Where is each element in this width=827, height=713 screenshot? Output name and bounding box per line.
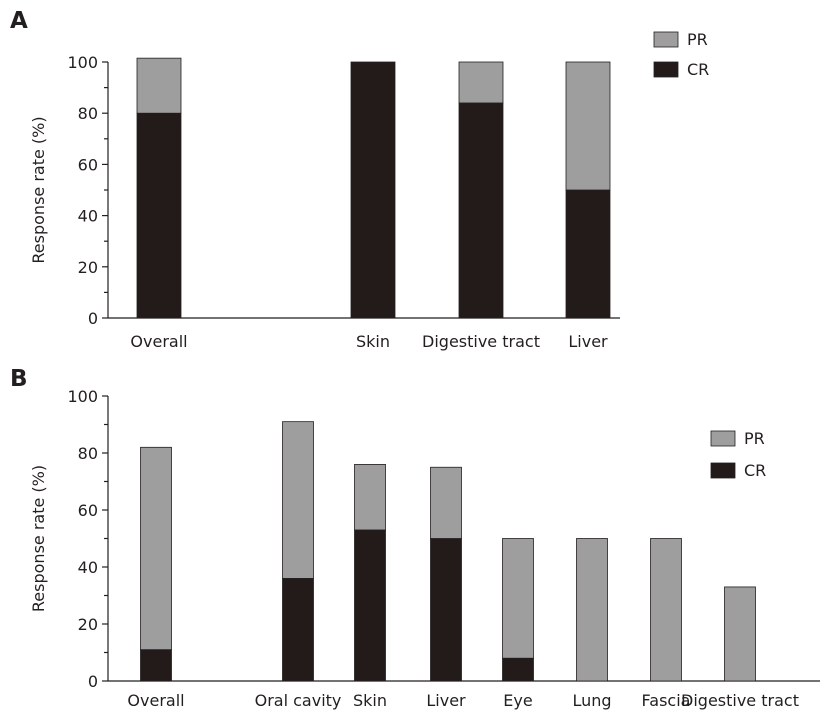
y-tick-label: 40 [78, 558, 98, 577]
x-tick-label-liver: Liver [426, 691, 466, 710]
x-tick-label-eye: Eye [503, 691, 532, 710]
chart-panel-b: B Response rate (%) 0 20 40 60 80 100 Overall Ora… [10, 366, 820, 710]
legend-swatch-pr [710, 430, 736, 447]
legend-label-cr: CR [744, 461, 766, 480]
x-tick-label-oral-cavity: Oral cavity [255, 691, 342, 710]
x-tick-label-digestive-tract: Digestive tract [422, 332, 540, 351]
bar-pr-digestive-tract [458, 61, 504, 104]
legend: PR CR [653, 30, 709, 79]
bar-cr-skin [354, 529, 386, 682]
y-tick-label: 60 [78, 155, 98, 174]
y-tick-label: 20 [78, 258, 98, 277]
bar-pr-overall [140, 446, 172, 651]
bar-pr-lung [576, 538, 608, 682]
bar-pr-fascia [650, 538, 682, 682]
legend-label-pr: PR [687, 30, 708, 49]
x-tick-label-overall: Overall [130, 332, 187, 351]
bar-pr-digestive-tract [724, 586, 756, 682]
legend-label-cr: CR [687, 60, 709, 79]
bar-cr-skin [350, 61, 396, 319]
x-tick-label-lung: Lung [572, 691, 611, 710]
bar-pr-liver [565, 61, 611, 191]
x-tick-label-skin: Skin [353, 691, 387, 710]
chart-panel-a: A Response rate (%) 0 20 40 60 80 100 Overall Ski… [10, 8, 709, 351]
bar-pr-eye [502, 538, 534, 659]
y-tick-label: 0 [88, 672, 98, 691]
legend-swatch-cr [653, 61, 679, 78]
bar-cr-eye [502, 657, 534, 682]
y-tick-label: 80 [78, 104, 98, 123]
bar-cr-digestive-tract [458, 102, 504, 319]
bar-cr-liver [430, 538, 462, 682]
y-tick-label: 0 [88, 309, 98, 328]
legend: PR CR [710, 429, 766, 480]
bar-cr-liver [565, 189, 611, 319]
y-tick-label: 40 [78, 207, 98, 226]
x-tick-label-overall: Overall [127, 691, 184, 710]
y-tick-label: 100 [67, 387, 98, 406]
bar-pr-oral-cavity [282, 421, 314, 579]
panel-label: B [10, 366, 28, 392]
y-tick-label: 100 [67, 53, 98, 72]
y-tick-label: 60 [78, 501, 98, 520]
y-tick-label: 80 [78, 444, 98, 463]
y-tick-label: 20 [78, 615, 98, 634]
panel-label: A [10, 8, 28, 34]
bar-pr-skin [354, 463, 386, 531]
legend-label-pr: PR [744, 429, 765, 448]
bar-pr-overall [136, 57, 182, 114]
bar-cr-overall [140, 649, 172, 682]
x-tick-label-digestive-tract: Digestive tract [681, 691, 799, 710]
bar-cr-overall [136, 112, 182, 319]
legend-swatch-cr [710, 462, 736, 479]
bar-cr-oral-cavity [282, 578, 314, 682]
legend-swatch-pr [653, 31, 679, 48]
x-tick-label-skin: Skin [356, 332, 390, 351]
y-axis-title: Response rate (%) [29, 116, 48, 263]
bar-pr-liver [430, 466, 462, 539]
y-axis-title: Response rate (%) [29, 465, 48, 612]
x-tick-label-fascia: Fascia [642, 691, 691, 710]
x-tick-label-liver: Liver [568, 332, 608, 351]
